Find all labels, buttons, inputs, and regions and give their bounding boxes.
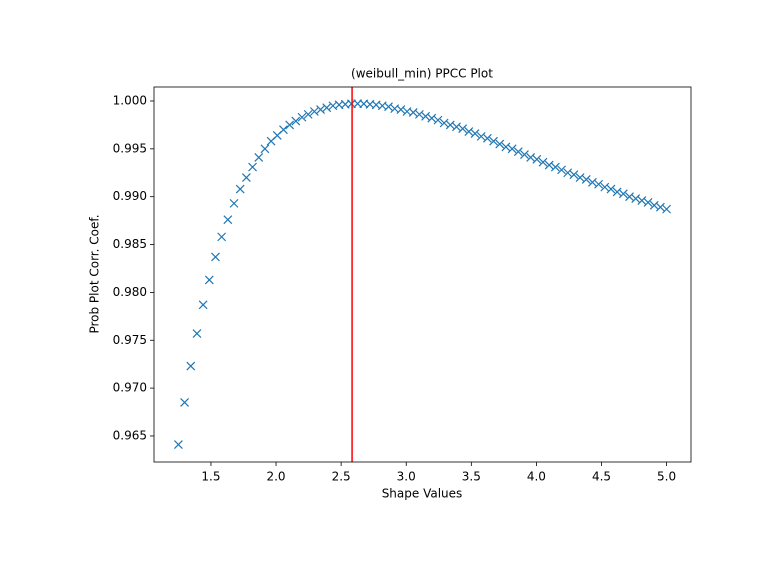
marker xyxy=(223,215,233,225)
y-tick-label: 0.985 xyxy=(113,237,147,251)
chart-title: (weibull_min) PPCC Plot xyxy=(351,67,493,81)
marker xyxy=(254,153,264,162)
marker xyxy=(439,118,449,128)
marker xyxy=(563,168,573,178)
marker xyxy=(637,196,647,205)
marker xyxy=(211,252,220,262)
marker xyxy=(606,184,616,194)
marker xyxy=(198,300,208,310)
marker xyxy=(513,147,523,157)
marker xyxy=(649,200,659,210)
y-tick-label: 0.965 xyxy=(113,428,147,442)
y-axis-label: Prob Plot Corr. Coef. xyxy=(88,214,102,333)
marker xyxy=(260,144,270,154)
marker xyxy=(235,184,245,194)
marker xyxy=(662,204,672,214)
marker xyxy=(550,162,560,172)
marker xyxy=(384,102,393,112)
x-tick-label: 3.0 xyxy=(397,470,416,484)
marker xyxy=(594,179,604,189)
marker xyxy=(396,105,406,115)
marker xyxy=(303,109,313,119)
x-axis-label: Shape Values xyxy=(382,487,463,501)
marker xyxy=(408,108,418,117)
marker xyxy=(445,120,455,130)
marker xyxy=(414,109,424,119)
marker xyxy=(297,112,307,122)
marker xyxy=(204,275,214,285)
marker xyxy=(427,113,437,123)
marker xyxy=(452,122,461,132)
marker xyxy=(655,202,665,212)
plot-frame xyxy=(153,86,692,463)
marker xyxy=(643,198,653,207)
marker xyxy=(600,182,610,192)
marker xyxy=(173,440,183,450)
marker xyxy=(526,153,536,162)
marker xyxy=(618,189,628,199)
marker xyxy=(544,160,554,170)
marker xyxy=(575,173,585,182)
marker xyxy=(482,133,492,143)
marker xyxy=(285,120,295,130)
marker xyxy=(309,107,319,116)
marker xyxy=(588,177,597,187)
marker xyxy=(322,103,332,113)
marker xyxy=(217,232,227,242)
marker xyxy=(279,125,288,135)
marker xyxy=(507,144,517,154)
marker xyxy=(464,127,474,137)
x-tick-label: 1.5 xyxy=(201,470,220,484)
y-tick-label: 0.980 xyxy=(113,285,147,299)
marker xyxy=(421,111,431,121)
marker xyxy=(248,162,257,172)
marker xyxy=(612,187,622,197)
x-tick-label: 4.5 xyxy=(592,470,611,484)
y-tick-label: 0.990 xyxy=(113,189,147,203)
y-tick-label: 0.995 xyxy=(113,141,147,155)
marker xyxy=(557,165,566,175)
marker xyxy=(581,175,591,184)
marker xyxy=(241,173,251,182)
marker xyxy=(625,192,634,202)
marker xyxy=(192,329,202,338)
marker xyxy=(316,105,325,115)
marker xyxy=(433,115,443,125)
marker xyxy=(538,157,548,167)
x-tick-label: 3.5 xyxy=(462,470,481,484)
marker xyxy=(291,116,301,126)
marker xyxy=(631,194,641,204)
x-tick-label: 5.0 xyxy=(657,470,676,484)
marker xyxy=(186,361,196,371)
x-tick-label: 2.0 xyxy=(266,470,285,484)
marker xyxy=(495,139,505,149)
marker xyxy=(520,150,529,159)
marker xyxy=(501,142,511,152)
marker xyxy=(180,398,190,407)
marker xyxy=(489,136,498,146)
marker xyxy=(458,124,468,134)
marker xyxy=(229,198,239,208)
x-tick-label: 2.5 xyxy=(332,470,351,484)
marker xyxy=(470,129,480,138)
marker xyxy=(569,170,579,180)
marker xyxy=(476,131,486,141)
marker xyxy=(532,154,542,164)
y-tick-label: 0.975 xyxy=(113,333,147,347)
y-tick-label: 1.000 xyxy=(113,93,147,107)
y-tick-label: 0.970 xyxy=(113,381,147,395)
x-tick-label: 4.0 xyxy=(527,470,546,484)
